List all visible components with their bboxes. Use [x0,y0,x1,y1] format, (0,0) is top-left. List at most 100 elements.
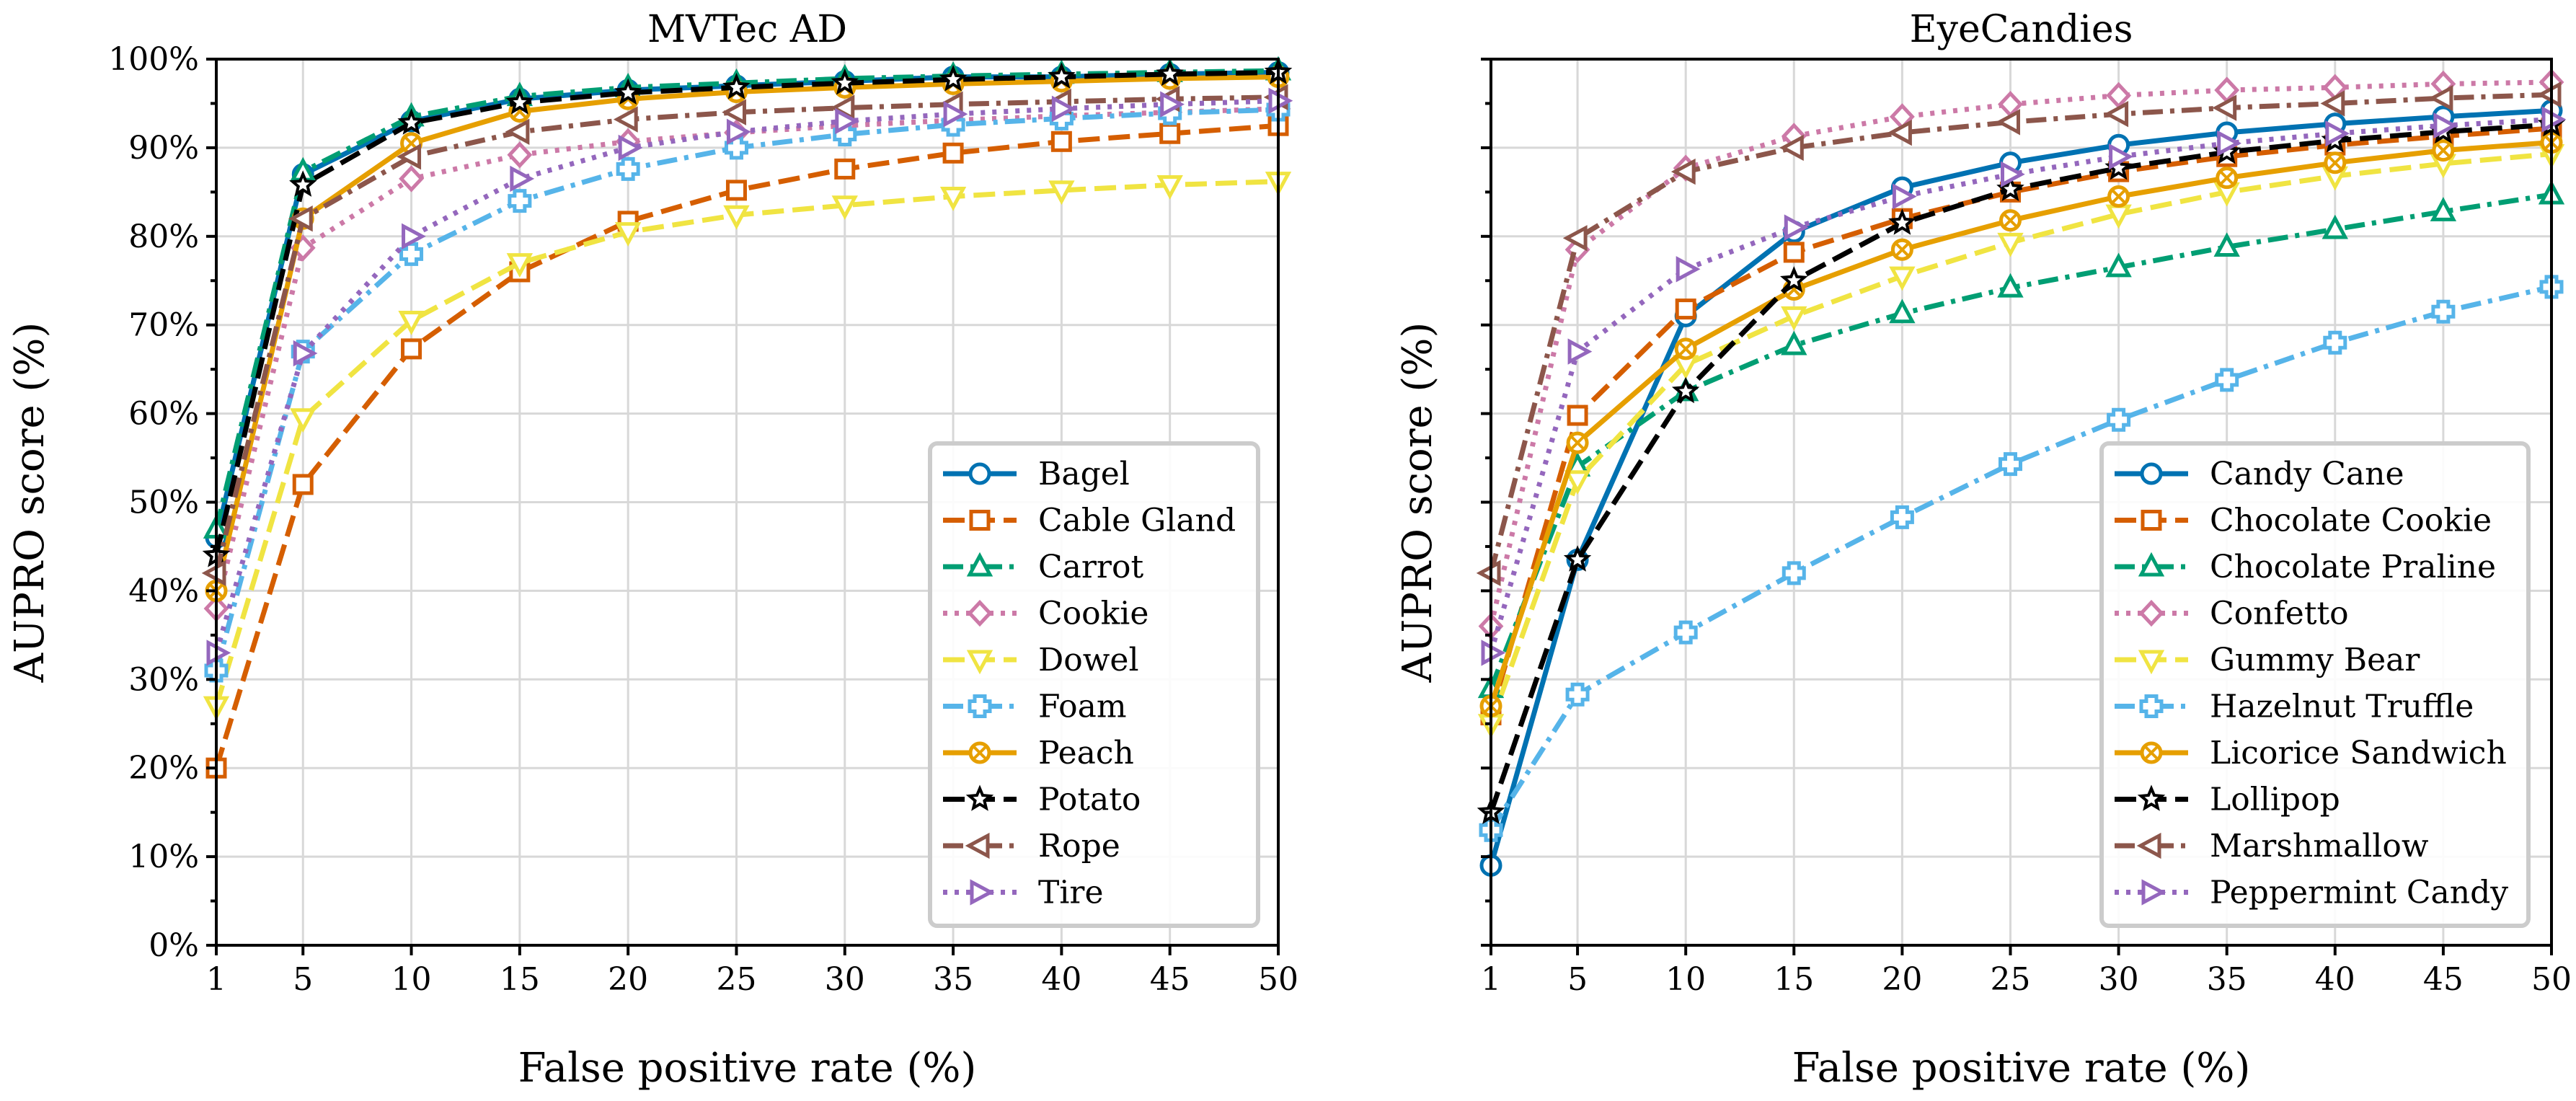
data-point [2320,90,2345,117]
x-tick-label: 25 [1990,961,2030,998]
x-tick-label: 5 [1567,961,1588,998]
data-point [506,253,534,278]
x-tick-label: 50 [1258,961,1298,998]
legend-label: Licorice Sandwich [2210,735,2507,771]
legend-marker [2140,462,2163,485]
legend-entry-chocolate-praline: Chocolate Praline [2115,549,2496,585]
legend-entry-peppermint-candy: Peppermint Candy [2115,875,2508,911]
x-tick-label: 10 [391,961,432,998]
legend-entry-rope: Rope [943,828,1120,865]
data-point [2212,94,2237,121]
y-tick-label: 30% [128,661,199,698]
data-point [1563,545,1592,572]
data-point [2322,214,2348,239]
legend-marker [2139,694,2164,718]
legend-marker [2141,510,2162,531]
data-point [397,108,425,135]
data-point [723,205,750,230]
data-point [505,87,534,115]
legend-entry-licorice-sandwich: Licorice Sandwich [2115,735,2507,771]
data-point [1781,306,1807,331]
legend-marker [968,741,991,764]
data-point [2325,120,2350,147]
data-point [1051,95,1076,123]
legend-label: Lollipop [2210,782,2340,818]
chart-mvtec-ad: 1 5 10 15 20 25 30 35 40 45 500%10%20%30%40%50%60%… [6,8,1298,1092]
x-tick-label: 35 [2207,961,2247,998]
series-line [1488,125,2552,716]
y-tick-label: 10% [128,839,199,875]
legend-entry-confetto: Confetto [2115,596,2349,632]
data-point [2105,252,2132,278]
y-tick-label: 40% [128,572,199,609]
legend-marker [965,832,990,859]
series-line [1488,92,2552,574]
data-point [1673,620,1698,645]
legend-marker [966,650,993,675]
data-point [1048,62,1076,89]
x-tick-label: 40 [1041,961,1081,998]
y-tick-label: 60% [128,396,199,433]
data-point [1156,59,1184,87]
data-point [2431,299,2456,324]
data-point [942,142,964,164]
data-point [2323,330,2347,355]
series-line [213,98,1279,654]
data-point [2430,197,2457,221]
data-point [402,223,426,249]
data-point [507,141,533,169]
legend-label: Chocolate Praline [2210,549,2496,585]
legend-marker [2140,741,2163,764]
data-point [1566,431,1589,454]
legend-label: Cable Gland [1038,503,1236,539]
legend-entry-foam: Foam [943,689,1127,725]
legend: Bagel Cable Gland Carrot Cookie Dowel Foam Pea… [928,441,1260,928]
data-point [1562,225,1588,252]
data-point [1888,208,1916,235]
legend-entry-carrot: Carrot [943,549,1143,585]
data-point [508,189,532,213]
data-point [614,222,642,247]
y-tick-label: 80% [128,218,199,255]
legend-entry-gummy-bear: Gummy Bear [2115,642,2420,678]
x-tick-label: 40 [2315,961,2355,998]
data-point [1781,561,1806,585]
legend-entry-tire: Tire [943,875,1104,911]
data-point [614,78,642,105]
legend-label: Gummy Bear [2210,642,2420,678]
data-point [1890,505,1914,529]
legend-entry-hazelnut-truffle: Hazelnut Truffle [2115,689,2474,725]
data-point [2428,84,2453,112]
data-point [1671,376,1700,404]
data-point [1159,123,1181,144]
data-point [293,340,318,367]
legend-entry-marshmallow: Marshmallow [2115,828,2429,865]
legend-marker [968,462,991,485]
y-tick-label: 50% [128,485,199,521]
data-point [289,170,317,197]
legend-entry-candy-cane: Candy Cane [2115,456,2404,492]
legend-label: Confetto [2210,596,2349,632]
data-point [834,158,856,180]
data-point [1997,232,2024,257]
x-tick-label: 30 [825,961,865,998]
data-point [398,311,425,335]
legend-entry-dowel: Dowel [943,642,1139,678]
y-tick-label: 70% [128,307,199,344]
data-point [943,101,968,128]
data-point [1887,119,1912,146]
chart-title: EyeCandies [1910,8,2133,51]
x-tick-label: 35 [933,961,973,998]
x-tick-label: 50 [2531,961,2572,998]
data-point [939,186,967,211]
legend-label: Bagel [1038,456,1130,492]
x-tick-label: 25 [716,961,756,998]
data-point [1780,266,1808,293]
legend-marker [2138,650,2165,675]
legend-marker [970,879,995,906]
data-point [399,165,424,193]
legend-entry-cable-gland: Cable Gland [943,503,1236,539]
data-point [724,136,748,160]
legend-marker [966,552,993,577]
